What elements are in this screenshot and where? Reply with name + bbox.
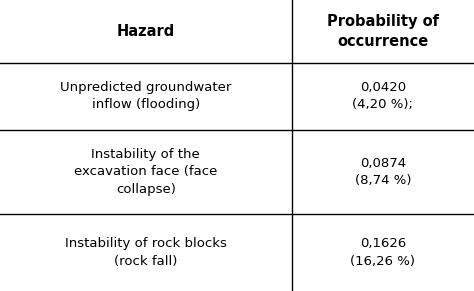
Text: 0,1626
(16,26 %): 0,1626 (16,26 %) <box>350 237 415 268</box>
Text: Probability of
occurrence: Probability of occurrence <box>327 14 439 49</box>
Text: 0,0420
(4,20 %);: 0,0420 (4,20 %); <box>352 81 413 111</box>
Text: Unpredicted groundwater
inflow (flooding): Unpredicted groundwater inflow (flooding… <box>60 81 231 111</box>
Text: 0,0874
(8,74 %): 0,0874 (8,74 %) <box>355 157 411 187</box>
Text: Hazard: Hazard <box>117 24 175 39</box>
Text: Instability of the
excavation face (face
collapse): Instability of the excavation face (face… <box>74 148 218 196</box>
Text: Instability of rock blocks
(rock fall): Instability of rock blocks (rock fall) <box>65 237 227 268</box>
